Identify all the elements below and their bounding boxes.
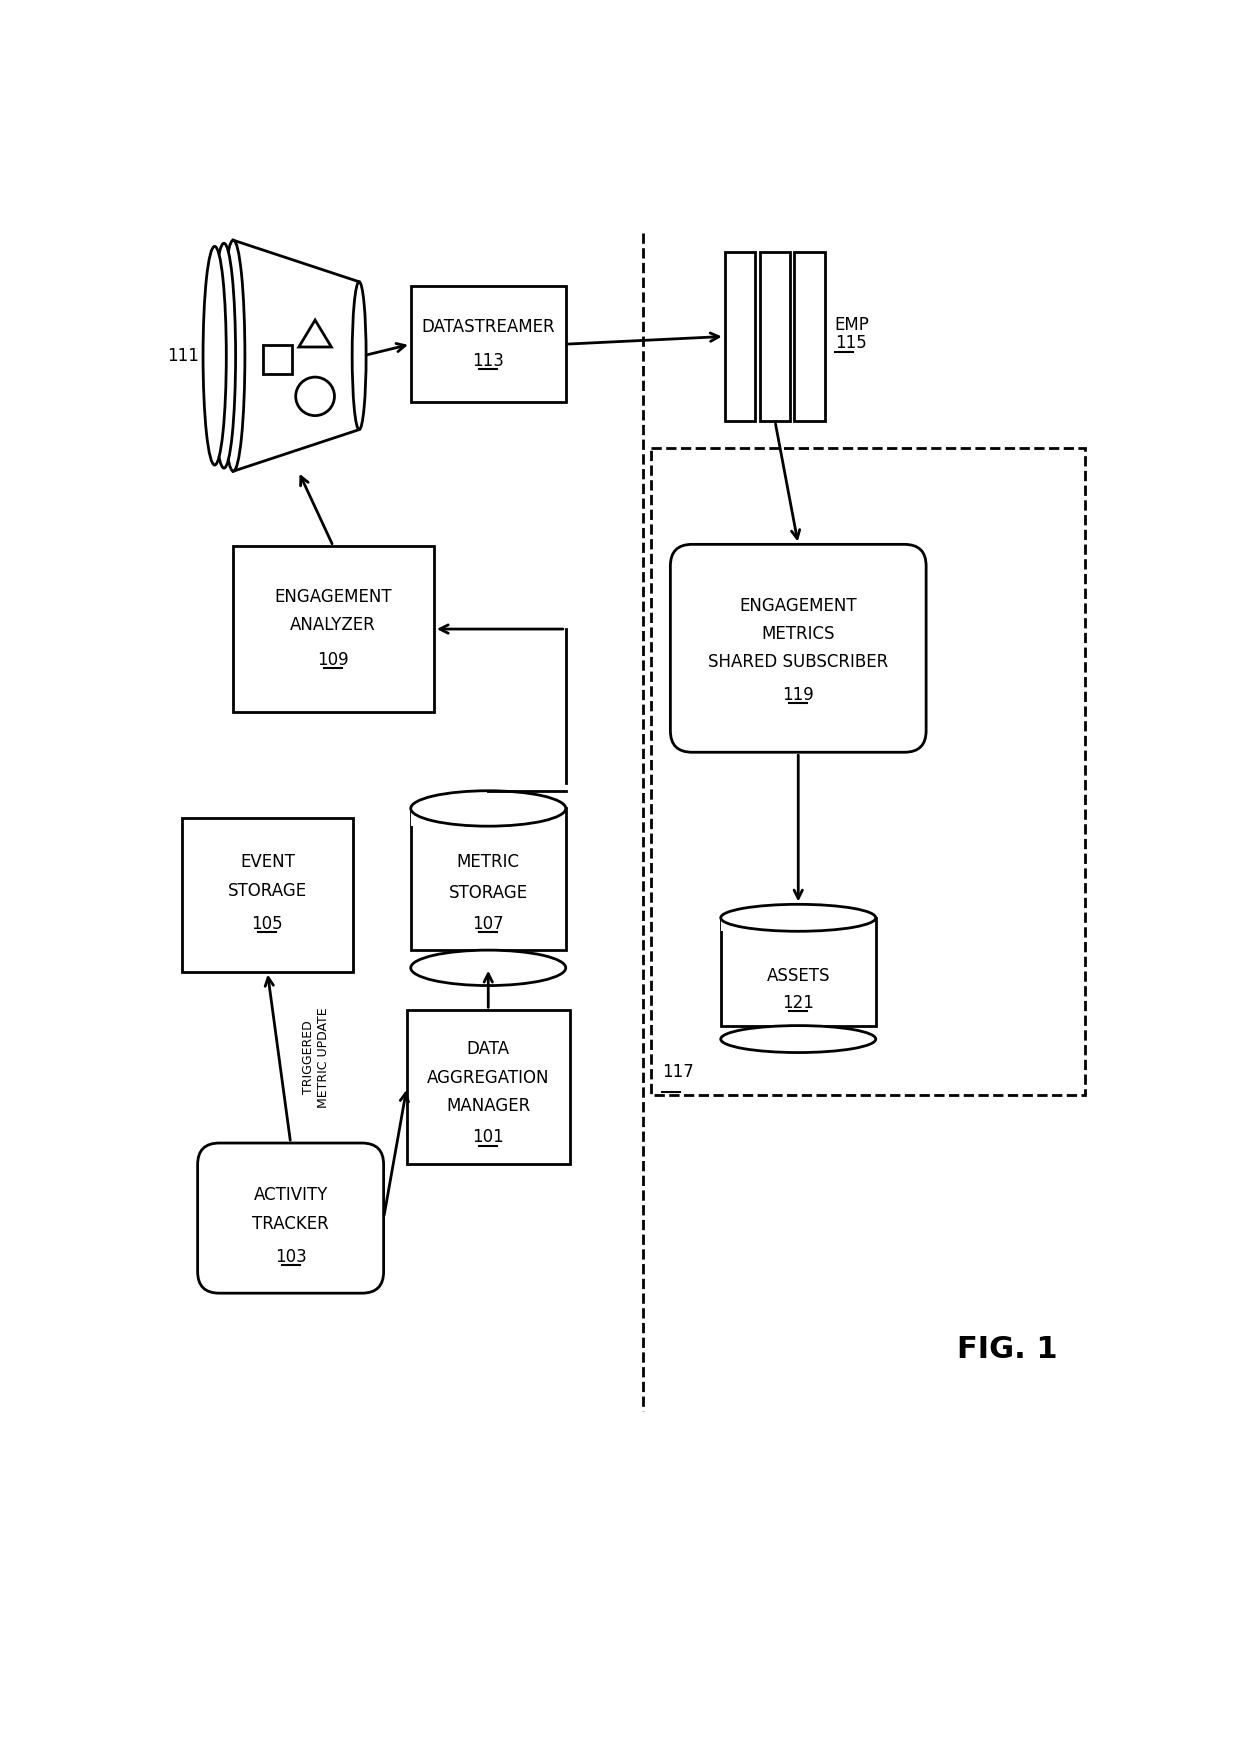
Text: FIG. 1: FIG. 1 xyxy=(957,1335,1058,1363)
Bar xyxy=(724,251,755,421)
Text: METRICS: METRICS xyxy=(761,625,835,644)
Bar xyxy=(720,918,875,1026)
Bar xyxy=(182,818,352,972)
Text: 105: 105 xyxy=(252,914,283,934)
Text: SHARED SUBSCRIBER: SHARED SUBSCRIBER xyxy=(708,653,888,672)
Ellipse shape xyxy=(410,790,565,825)
Text: 117: 117 xyxy=(662,1063,693,1082)
FancyBboxPatch shape xyxy=(197,1143,383,1293)
Ellipse shape xyxy=(222,241,246,471)
Bar xyxy=(759,251,790,421)
Text: 109: 109 xyxy=(317,651,350,668)
Text: EMP: EMP xyxy=(835,316,869,333)
Text: ACTIVITY: ACTIVITY xyxy=(253,1187,327,1204)
Text: MANAGER: MANAGER xyxy=(446,1098,531,1115)
Bar xyxy=(263,346,293,373)
Text: 115: 115 xyxy=(835,333,867,351)
Text: ANALYZER: ANALYZER xyxy=(290,616,376,633)
Bar xyxy=(233,546,434,712)
Text: 111: 111 xyxy=(166,347,198,365)
Text: DATASTREAMER: DATASTREAMER xyxy=(422,318,556,337)
Text: EVENT: EVENT xyxy=(239,853,295,871)
Bar xyxy=(410,808,565,949)
Text: 101: 101 xyxy=(472,1129,505,1146)
Ellipse shape xyxy=(410,949,565,986)
Text: STORAGE: STORAGE xyxy=(228,881,308,900)
Text: 107: 107 xyxy=(472,914,505,934)
FancyBboxPatch shape xyxy=(671,544,926,752)
Bar xyxy=(722,918,875,932)
Text: METRIC: METRIC xyxy=(456,853,520,871)
Bar xyxy=(410,286,565,401)
Text: ASSETS: ASSETS xyxy=(766,967,830,984)
Ellipse shape xyxy=(720,1026,875,1052)
Ellipse shape xyxy=(212,243,236,468)
Bar xyxy=(407,1010,569,1164)
Ellipse shape xyxy=(352,281,366,429)
Text: TRIGGERED
METRIC UPDATE: TRIGGERED METRIC UPDATE xyxy=(303,1007,330,1108)
Polygon shape xyxy=(233,241,360,471)
Bar xyxy=(795,251,825,421)
Text: AGGREGATION: AGGREGATION xyxy=(427,1070,549,1087)
Text: DATA: DATA xyxy=(466,1040,510,1057)
Text: 119: 119 xyxy=(782,686,815,703)
Text: 121: 121 xyxy=(782,993,815,1012)
Text: 113: 113 xyxy=(472,352,505,370)
Bar xyxy=(412,808,565,825)
Ellipse shape xyxy=(203,246,226,464)
Text: STORAGE: STORAGE xyxy=(449,885,528,902)
Text: ENGAGEMENT: ENGAGEMENT xyxy=(274,588,392,606)
Text: ENGAGEMENT: ENGAGEMENT xyxy=(739,597,857,614)
Ellipse shape xyxy=(720,904,875,932)
Text: 103: 103 xyxy=(275,1248,306,1265)
Text: TRACKER: TRACKER xyxy=(252,1215,329,1234)
Bar xyxy=(651,448,1085,1094)
